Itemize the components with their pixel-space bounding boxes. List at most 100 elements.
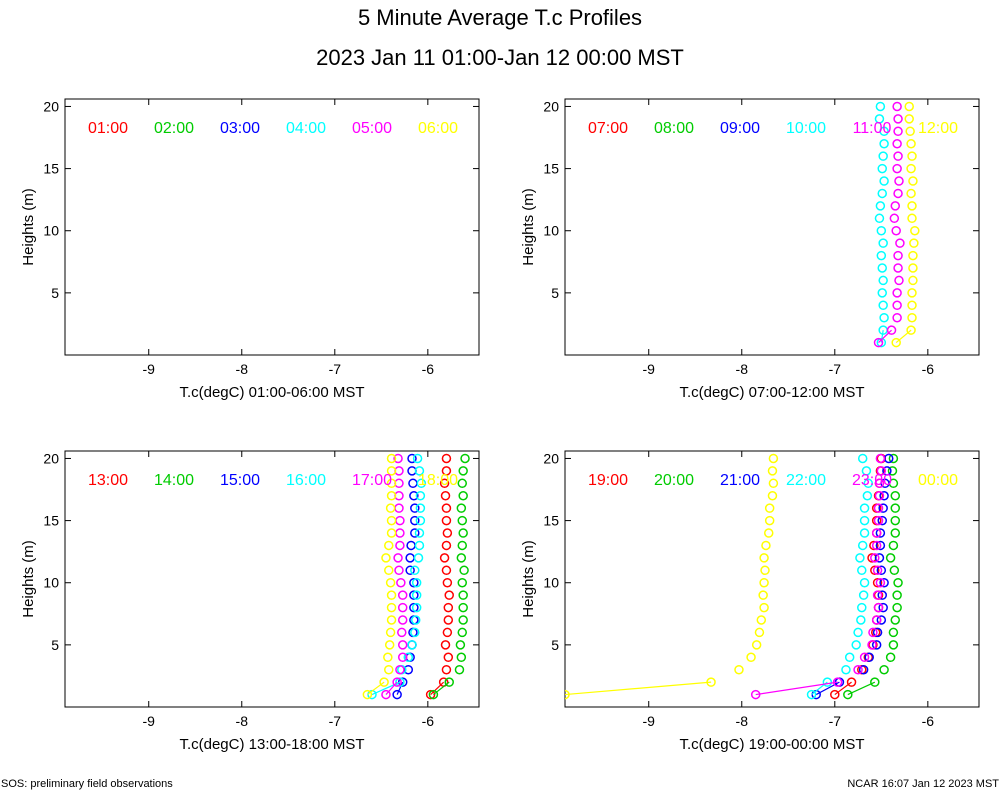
data-point — [395, 664, 405, 675]
y-axis-label: Heights (m) — [20, 540, 37, 618]
data-point — [878, 503, 888, 513]
x-axis-label: T.c(degC) 13:00-18:00 MST — [179, 736, 364, 753]
plot-frame — [64, 98, 480, 356]
legend-label: 11:00 — [853, 120, 892, 137]
legend-label: 14:00 — [154, 472, 194, 489]
data-point — [397, 615, 408, 625]
series-line-1500 — [396, 681, 404, 695]
data-point — [874, 114, 885, 124]
y-tick-label: 5 — [51, 637, 59, 653]
data-point — [758, 590, 768, 600]
data-point — [760, 565, 770, 576]
data-point — [441, 453, 452, 464]
data-point — [879, 664, 889, 675]
data-point — [409, 590, 419, 600]
data-point — [873, 602, 884, 613]
data-point — [851, 640, 861, 650]
y-tick-label: 15 — [543, 513, 559, 529]
data-point — [890, 615, 901, 625]
x-tick-label: -9 — [143, 361, 156, 377]
data-point — [878, 300, 888, 311]
x-axis-label: T.c(degC) 19:00-00:00 MST — [679, 736, 864, 753]
data-point — [846, 677, 857, 687]
data-point — [397, 627, 407, 638]
data-point — [877, 515, 887, 526]
panel-4: -9 -8 -7 -6 5 10 15 20 T.c(degC) 19:00-00:00 MST… — [520, 450, 980, 753]
data-point — [440, 490, 451, 501]
data-point — [414, 540, 425, 551]
data-point — [384, 664, 394, 675]
legend-label: 16:00 — [286, 472, 326, 489]
legend-label: 04:00 — [286, 120, 326, 137]
data-point — [861, 466, 872, 476]
data-point — [386, 528, 397, 538]
data-point — [414, 528, 425, 538]
x-tick-label: -9 — [643, 361, 656, 377]
data-point — [879, 126, 889, 137]
x-tick-label: -9 — [143, 713, 156, 729]
legend-label: 17:00 — [352, 472, 392, 489]
x-tick-label: -6 — [922, 361, 935, 377]
data-point — [751, 640, 762, 650]
data-point — [409, 577, 419, 588]
data-point — [759, 577, 769, 588]
data-point — [395, 515, 405, 526]
data-point — [889, 213, 900, 224]
data-point — [397, 652, 408, 663]
data-point — [460, 453, 470, 464]
data-point — [859, 503, 870, 513]
data-point — [876, 250, 887, 261]
data-point — [764, 515, 775, 526]
data-point — [457, 478, 468, 489]
data-point — [406, 540, 416, 551]
data-point — [443, 615, 454, 625]
data-point — [906, 163, 916, 174]
data-point — [878, 275, 888, 286]
x-tick-label: -8 — [236, 361, 249, 377]
y-tick-label: 20 — [543, 450, 559, 466]
data-point — [894, 275, 904, 286]
data-point — [870, 553, 880, 563]
footer-timestamp: NCAR 16:07 Jan 12 2023 MST — [847, 778, 999, 790]
data-point — [458, 528, 468, 538]
legend-label: 05:00 — [352, 120, 392, 137]
data-point — [910, 225, 920, 236]
y-tick-label: 10 — [543, 575, 559, 591]
page-subtitle: 2023 Jan 11 01:00-Jan 12 00:00 MST — [316, 45, 684, 70]
data-point — [858, 590, 869, 600]
data-point — [392, 689, 402, 700]
data-point — [456, 503, 467, 513]
data-point — [407, 453, 417, 464]
data-point — [872, 627, 883, 638]
data-point — [806, 689, 817, 700]
data-point — [892, 288, 902, 298]
data-point — [458, 590, 468, 600]
data-point — [906, 325, 916, 335]
data-point — [754, 627, 765, 638]
data-point — [412, 453, 423, 464]
data-point — [395, 528, 405, 538]
data-point — [908, 176, 918, 186]
data-point — [458, 466, 468, 476]
data-point — [381, 689, 391, 700]
data-point — [458, 490, 468, 501]
data-point — [410, 503, 420, 513]
data-point — [411, 577, 422, 588]
data-point — [393, 553, 403, 563]
data-point — [879, 577, 889, 588]
data-point — [857, 540, 868, 551]
data-point — [386, 466, 397, 476]
y-tick-label: 15 — [43, 513, 59, 529]
data-point — [441, 466, 452, 476]
data-point — [890, 201, 901, 211]
data-point — [907, 312, 917, 323]
y-tick-label: 10 — [43, 575, 59, 591]
data-point — [442, 627, 453, 638]
data-point — [870, 677, 880, 687]
data-point — [892, 138, 902, 149]
plot-frame — [64, 450, 480, 708]
data-point — [876, 615, 887, 625]
data-point — [871, 615, 882, 625]
legend-label: 19:00 — [588, 472, 628, 489]
data-point — [441, 515, 452, 526]
